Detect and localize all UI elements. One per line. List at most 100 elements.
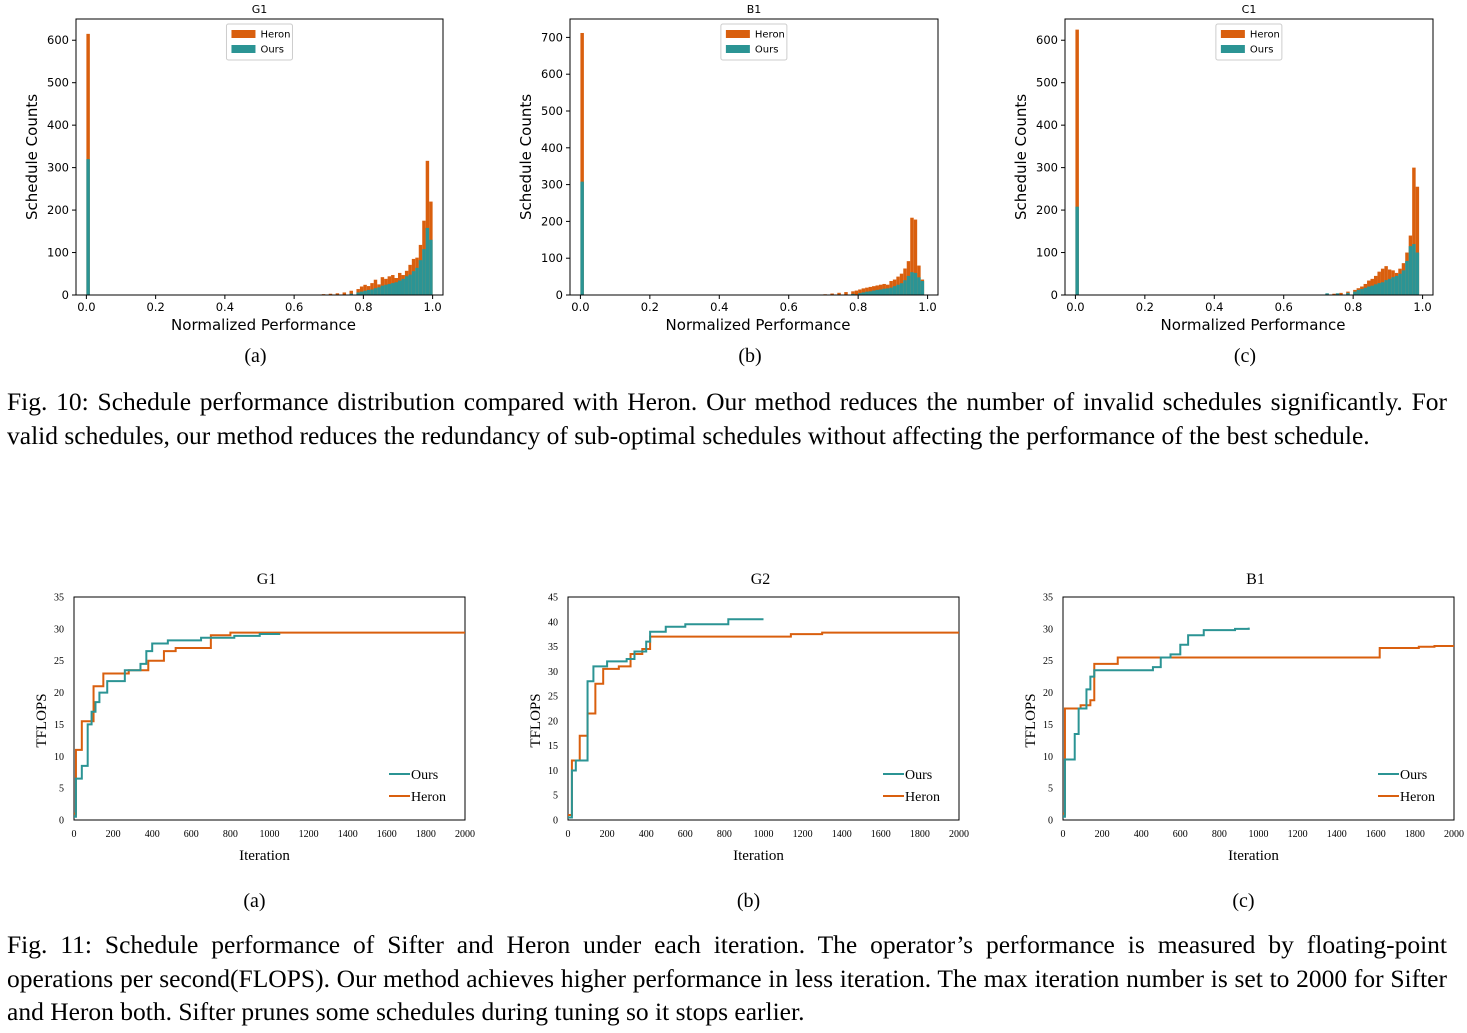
y-tick-label: 700 <box>541 30 563 44</box>
legend-label-heron: Heron <box>411 790 446 805</box>
histogram-bar-heron <box>359 286 364 295</box>
histogram-bar-ours <box>1367 286 1371 295</box>
x-tick-label: 1200 <box>299 829 319 840</box>
histogram-bar-ours <box>1401 270 1406 295</box>
y-axis-label: Schedule Counts <box>1012 94 1030 220</box>
histogram-bar-ours <box>415 267 419 295</box>
histogram-bar-ours <box>910 272 914 295</box>
y-tick-label: 500 <box>47 76 69 90</box>
histogram-bar-ours <box>1408 246 1413 295</box>
histogram-bar-heron <box>342 292 347 295</box>
legend-label-ours: Ours <box>905 768 932 783</box>
y-tick-label: 10 <box>54 752 64 763</box>
histogram-bar-heron <box>370 283 374 295</box>
chart-title: G1 <box>252 3 268 16</box>
histogram-bar-ours <box>380 285 385 295</box>
histogram-bar-heron <box>373 279 378 295</box>
histogram-bar-ours <box>408 274 412 295</box>
series-line-ours <box>568 618 764 819</box>
histogram-bar-ours <box>1377 283 1381 295</box>
histogram-bar-heron <box>1075 29 1079 296</box>
x-axis-label: Iteration <box>1228 848 1279 864</box>
x-tick-label: 0.4 <box>1205 300 1223 314</box>
legend-swatch-ours <box>231 45 256 53</box>
y-tick-label: 200 <box>47 203 69 217</box>
histogram-bar-ours <box>899 283 904 295</box>
x-tick-label: 0.6 <box>1275 300 1293 314</box>
histogram-bar-ours <box>889 287 893 295</box>
y-tick-label: 100 <box>47 246 69 260</box>
x-tick-label: 800 <box>223 829 238 840</box>
y-tick-label: 25 <box>54 656 64 667</box>
histogram-bar-ours <box>425 227 430 295</box>
series-line-ours <box>1063 627 1250 818</box>
x-tick-label: 0.6 <box>285 300 303 314</box>
y-tick-label: 400 <box>47 118 69 132</box>
histogram-bar-heron <box>837 292 841 295</box>
y-tick-label: 30 <box>1043 624 1053 635</box>
legend-label-ours: Ours <box>411 768 438 783</box>
x-tick-label: 0.4 <box>216 300 234 314</box>
histogram-bar-heron <box>910 217 914 295</box>
plot-frame <box>73 596 466 821</box>
line-chart-g2: G2 0 5 10 15 20 25 30 35 40 45 0 200 400 600 800 1000 120… <box>528 571 969 912</box>
histogram-bar-ours <box>1363 287 1368 295</box>
histogram-bar-ours <box>404 276 409 295</box>
subfigure-label: (b) <box>738 345 761 367</box>
histogram-b1-chart: B1 0 100 200 300 400 500 600 700 0.0 0.2 0.4 0.6 0.8 1… <box>517 3 939 367</box>
subfigure-label: (a) <box>243 890 265 912</box>
histogram-bar-ours <box>411 271 416 295</box>
legend-label-ours: Ours <box>1250 45 1274 56</box>
x-tick-label: 0.8 <box>1344 300 1362 314</box>
x-tick-label: 0.2 <box>641 300 659 314</box>
y-tick-label: 15 <box>54 720 64 731</box>
y-tick-label: 100 <box>1036 246 1058 260</box>
x-tick-label: 2000 <box>455 829 475 840</box>
y-tick-label: 10 <box>548 766 558 777</box>
series-line-ours <box>74 632 281 818</box>
x-axis-label: Normalized Performance <box>171 316 356 334</box>
histogram-bar-ours <box>858 293 862 295</box>
legend-swatch-heron <box>1220 30 1245 38</box>
histogram-bar-ours <box>1360 289 1364 295</box>
y-tick-label: 30 <box>54 624 64 635</box>
histogram-bar-ours <box>397 280 402 295</box>
histogram-bar-ours <box>1373 284 1378 295</box>
y-tick-label: 300 <box>47 161 69 175</box>
histogram-bar-heron <box>858 289 862 295</box>
histogram-bar-heron <box>868 286 873 295</box>
chart-title: C1 <box>1242 3 1257 16</box>
x-axis-label: Normalized Performance <box>666 316 851 334</box>
histogram-bar-ours <box>359 291 364 295</box>
x-tick-label: 1400 <box>338 829 358 840</box>
histogram-bar-ours <box>875 289 879 295</box>
histogram-bar-ours <box>878 289 883 295</box>
x-tick-label: 2000 <box>1444 829 1464 840</box>
y-tick-label: 500 <box>1036 76 1058 90</box>
y-tick-label: 20 <box>548 716 558 727</box>
histogram-bar-heron <box>580 32 584 295</box>
histogram-bar-ours <box>86 159 90 295</box>
legend-swatch-ours <box>725 45 750 53</box>
y-axis-label: Schedule Counts <box>517 94 535 220</box>
y-tick-label: 300 <box>541 178 563 192</box>
y-tick-label: 15 <box>548 741 558 752</box>
histogram-bar-ours <box>868 291 873 295</box>
histogram-bar-ours <box>906 275 911 295</box>
x-tick-label: 200 <box>106 829 121 840</box>
histogram-bar-ours <box>1346 292 1350 295</box>
y-axis-label: TFLOPS <box>528 693 544 747</box>
legend-label-heron: Heron <box>755 30 785 41</box>
legend-swatch-ours <box>1220 45 1245 53</box>
histogram-bar-ours <box>418 260 423 295</box>
histogram-bar-ours <box>1335 293 1340 295</box>
x-tick-label: 400 <box>145 829 160 840</box>
histogram-c1-chart: C1 0 100 200 300 400 500 600 0.0 0.2 0.4 0.6 0.8 1.0 N… <box>1012 3 1434 367</box>
histogram-bar-ours <box>913 272 918 295</box>
x-tick-label: 1.0 <box>423 300 441 314</box>
histogram-bar-ours <box>1370 285 1374 295</box>
chart-title: B1 <box>747 3 762 16</box>
x-tick-label: 1.0 <box>1413 300 1431 314</box>
x-tick-label: 0.2 <box>146 300 164 314</box>
x-tick-label: 800 <box>717 829 732 840</box>
